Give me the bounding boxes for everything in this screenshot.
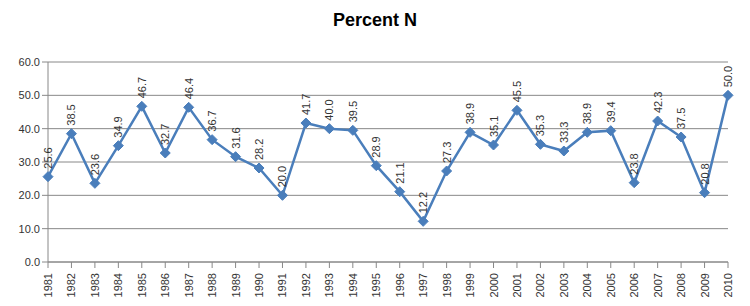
svg-text:39.4: 39.4 — [605, 101, 617, 122]
svg-text:1987: 1987 — [183, 273, 195, 297]
svg-text:2005: 2005 — [605, 273, 617, 297]
svg-text:31.6: 31.6 — [230, 127, 242, 148]
svg-text:1996: 1996 — [394, 273, 406, 297]
svg-text:23.6: 23.6 — [89, 154, 101, 175]
svg-text:35.1: 35.1 — [488, 116, 500, 137]
svg-text:50.0: 50.0 — [19, 89, 40, 101]
svg-text:20.0: 20.0 — [276, 166, 288, 187]
svg-text:35.3: 35.3 — [534, 115, 546, 136]
svg-text:1992: 1992 — [300, 273, 312, 297]
svg-text:39.5: 39.5 — [347, 101, 359, 122]
svg-text:45.5: 45.5 — [511, 81, 523, 102]
svg-text:46.4: 46.4 — [183, 78, 195, 99]
svg-text:40.0: 40.0 — [19, 123, 40, 135]
svg-text:2001: 2001 — [511, 273, 523, 297]
svg-text:2004: 2004 — [581, 273, 593, 297]
svg-text:10.0: 10.0 — [19, 223, 40, 235]
svg-text:2000: 2000 — [488, 273, 500, 297]
svg-text:0.0: 0.0 — [25, 256, 40, 268]
svg-text:40.0: 40.0 — [323, 99, 335, 120]
svg-text:1981: 1981 — [42, 273, 54, 297]
svg-text:2006: 2006 — [628, 273, 640, 297]
svg-text:30.0: 30.0 — [19, 156, 40, 168]
svg-text:1988: 1988 — [206, 273, 218, 297]
svg-text:1985: 1985 — [136, 273, 148, 297]
svg-text:60.0: 60.0 — [19, 56, 40, 68]
svg-text:2003: 2003 — [558, 273, 570, 297]
svg-text:1995: 1995 — [370, 273, 382, 297]
svg-text:27.3: 27.3 — [441, 142, 453, 163]
svg-text:1997: 1997 — [417, 273, 429, 297]
svg-text:41.7: 41.7 — [300, 94, 312, 115]
svg-text:1998: 1998 — [441, 273, 453, 297]
svg-text:12.2: 12.2 — [417, 192, 429, 213]
svg-text:28.9: 28.9 — [370, 136, 382, 157]
svg-text:2010: 2010 — [722, 273, 734, 297]
svg-text:42.3: 42.3 — [652, 92, 664, 113]
svg-text:20.0: 20.0 — [19, 189, 40, 201]
svg-text:1991: 1991 — [276, 273, 288, 297]
svg-text:36.7: 36.7 — [206, 110, 218, 131]
svg-text:50.0: 50.0 — [722, 66, 734, 87]
svg-text:38.9: 38.9 — [581, 103, 593, 124]
svg-text:38.5: 38.5 — [65, 104, 77, 125]
svg-text:34.9: 34.9 — [112, 116, 124, 137]
svg-text:25.6: 25.6 — [42, 147, 54, 168]
html-text:Percent N: Percent N — [333, 10, 417, 30]
svg-text:46.7: 46.7 — [136, 77, 148, 98]
svg-text:2009: 2009 — [699, 273, 711, 297]
svg-text:37.5: 37.5 — [675, 108, 687, 129]
svg-text:23.8: 23.8 — [628, 153, 640, 174]
svg-text:2007: 2007 — [652, 273, 664, 297]
svg-text:1990: 1990 — [253, 273, 265, 297]
svg-text:20.8: 20.8 — [699, 163, 711, 184]
svg-text:1986: 1986 — [159, 273, 171, 297]
svg-text:1999: 1999 — [464, 273, 476, 297]
svg-text:2002: 2002 — [534, 273, 546, 297]
svg-text:21.1: 21.1 — [394, 162, 406, 183]
svg-text:1994: 1994 — [347, 273, 359, 297]
svg-text:1983: 1983 — [89, 273, 101, 297]
svg-text:32.7: 32.7 — [159, 124, 171, 145]
svg-text:1984: 1984 — [112, 273, 124, 297]
svg-text:1993: 1993 — [323, 273, 335, 297]
svg-text:33.3: 33.3 — [558, 122, 570, 143]
svg-text:28.2: 28.2 — [253, 139, 265, 160]
svg-text:1982: 1982 — [65, 273, 77, 297]
svg-text:1989: 1989 — [230, 273, 242, 297]
svg-text:2008: 2008 — [675, 273, 687, 297]
svg-text:38.9: 38.9 — [464, 103, 476, 124]
